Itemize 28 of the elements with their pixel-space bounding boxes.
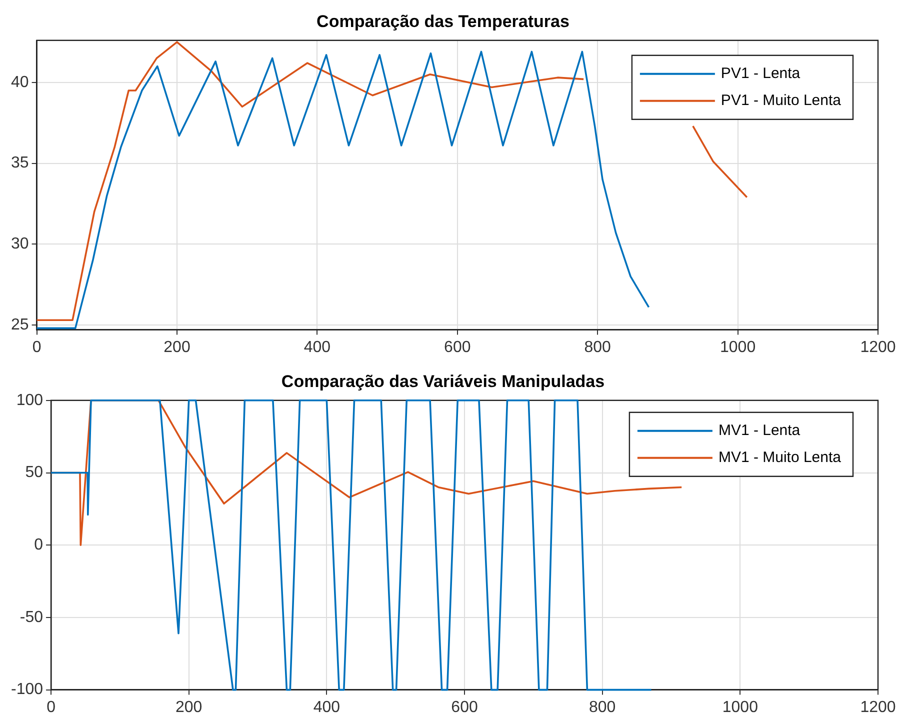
- x-tick-label: 200: [176, 698, 202, 716]
- legend-label: PV1 - Muito Lenta: [720, 92, 842, 110]
- chart-title: Comparação das Temperaturas: [316, 12, 570, 31]
- y-tick-label: -100: [10, 681, 44, 698]
- y-tick-label: 25: [11, 316, 29, 334]
- y-tick-label: 35: [11, 154, 29, 172]
- y-tick-label: 0: [34, 536, 44, 554]
- x-tick-label: 600: [444, 338, 471, 356]
- x-tick-label: 400: [313, 698, 340, 716]
- y-tick-label: 50: [25, 464, 44, 482]
- x-tick-label: 1000: [720, 338, 756, 356]
- x-tick-label: 400: [304, 338, 331, 356]
- chart-title: Comparação das Variáveis Manipuladas: [281, 372, 605, 391]
- x-tick-label: 1200: [860, 338, 896, 356]
- x-tick-label: 800: [584, 338, 612, 356]
- x-tick-label: 200: [164, 338, 190, 356]
- legend-label: MV1 - Muito Lenta: [718, 449, 842, 466]
- y-tick-label: 30: [11, 236, 29, 253]
- x-tick-label: 600: [451, 698, 478, 716]
- x-tick-label: 0: [46, 698, 56, 716]
- x-tick-label: 800: [588, 698, 616, 716]
- x-tick-label: 1000: [722, 698, 758, 716]
- y-tick-label: 40: [11, 74, 29, 91]
- legend-label: PV1 - Lenta: [720, 65, 801, 82]
- legend-label: MV1 - Lenta: [718, 422, 801, 440]
- x-tick-label: 1200: [860, 698, 896, 716]
- y-tick-label: 100: [16, 392, 44, 409]
- y-tick-label: -50: [20, 608, 44, 626]
